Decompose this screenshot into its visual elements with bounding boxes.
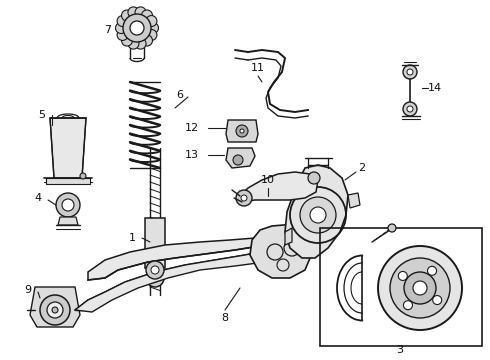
Text: 1: 1 (128, 233, 136, 243)
Text: 9: 9 (24, 285, 31, 295)
Polygon shape (88, 226, 310, 280)
Circle shape (433, 296, 441, 305)
Circle shape (403, 65, 417, 79)
Text: 6: 6 (176, 90, 183, 100)
Circle shape (398, 271, 407, 280)
Polygon shape (285, 165, 348, 258)
Circle shape (122, 35, 132, 46)
Circle shape (403, 301, 413, 310)
Circle shape (56, 193, 80, 217)
Polygon shape (50, 118, 86, 178)
Polygon shape (145, 218, 165, 268)
Circle shape (142, 10, 152, 21)
Circle shape (135, 7, 146, 18)
Polygon shape (348, 193, 360, 208)
Circle shape (117, 15, 128, 27)
Circle shape (117, 30, 128, 40)
Circle shape (52, 307, 58, 313)
Circle shape (428, 266, 437, 275)
Text: 8: 8 (221, 313, 228, 323)
Text: 11: 11 (251, 63, 265, 73)
Text: 13: 13 (185, 150, 199, 160)
Circle shape (236, 190, 252, 206)
Circle shape (116, 22, 126, 33)
Circle shape (310, 207, 326, 223)
Circle shape (413, 281, 427, 295)
Text: 10: 10 (261, 175, 275, 185)
Polygon shape (226, 120, 258, 142)
Circle shape (146, 269, 164, 287)
Polygon shape (58, 217, 78, 225)
Circle shape (47, 302, 63, 318)
Circle shape (40, 295, 70, 325)
Circle shape (151, 266, 159, 274)
Circle shape (146, 261, 164, 279)
Circle shape (135, 38, 146, 49)
Circle shape (241, 195, 247, 201)
Polygon shape (240, 172, 318, 202)
Polygon shape (75, 238, 308, 312)
Circle shape (146, 15, 157, 27)
Circle shape (240, 129, 244, 133)
Circle shape (123, 14, 151, 42)
Circle shape (128, 7, 139, 18)
Circle shape (130, 21, 144, 35)
Circle shape (236, 125, 248, 137)
Text: 2: 2 (359, 163, 366, 173)
Circle shape (147, 22, 158, 33)
Bar (320, 228, 482, 346)
Polygon shape (46, 178, 90, 184)
Circle shape (407, 69, 413, 75)
Circle shape (300, 197, 336, 233)
Circle shape (390, 258, 450, 318)
Circle shape (404, 272, 436, 304)
Text: 4: 4 (34, 193, 42, 203)
Text: 3: 3 (396, 345, 403, 355)
Circle shape (233, 155, 243, 165)
Circle shape (403, 102, 417, 116)
Circle shape (142, 35, 152, 46)
Circle shape (308, 172, 320, 184)
Polygon shape (226, 148, 255, 168)
Circle shape (122, 10, 132, 21)
Text: 7: 7 (104, 25, 112, 35)
Text: 14: 14 (428, 83, 442, 93)
Circle shape (407, 106, 413, 112)
Text: 5: 5 (39, 110, 46, 120)
Polygon shape (30, 287, 80, 327)
Circle shape (151, 274, 159, 282)
Circle shape (62, 199, 74, 211)
Circle shape (80, 173, 86, 179)
Polygon shape (285, 228, 292, 245)
Polygon shape (250, 224, 312, 278)
Circle shape (378, 246, 462, 330)
Circle shape (128, 38, 139, 49)
Text: 12: 12 (185, 123, 199, 133)
Circle shape (146, 30, 157, 40)
Circle shape (388, 224, 396, 232)
